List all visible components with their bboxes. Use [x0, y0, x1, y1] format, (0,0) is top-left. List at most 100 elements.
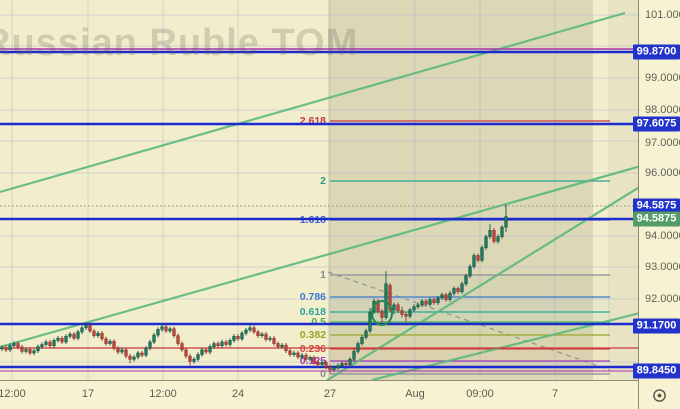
candle-body — [324, 362, 328, 368]
candle-body — [16, 343, 20, 348]
candle-body — [332, 367, 336, 370]
fib-level-label: 0.786 — [300, 291, 326, 303]
candle-body — [424, 300, 428, 305]
candle-body — [232, 336, 236, 341]
chart-canvas[interactable]: 2.61821.61810.7860.6180.50.3820.2360.125… — [0, 0, 639, 381]
candle-body — [412, 306, 416, 311]
candle-body — [144, 347, 148, 356]
green-trendline-upper[interactable] — [0, 11, 626, 194]
candle-body — [340, 363, 344, 366]
candle-body — [48, 341, 52, 347]
candle-body — [60, 337, 64, 343]
green-channel-steep[interactable] — [325, 162, 638, 380]
candle-body — [12, 343, 16, 347]
candle-body — [248, 327, 252, 331]
candle-body — [228, 340, 232, 345]
candle-body — [136, 352, 140, 358]
price-axis-label: 93.0000 — [645, 261, 680, 273]
candle-body — [132, 356, 136, 360]
time-axis[interactable]: 12:00 17 12:00 24 27 Aug 09:00 7 — [0, 381, 639, 409]
candle-body — [452, 288, 456, 294]
price-axis-label: 98.0000 — [645, 104, 680, 116]
candle-body — [272, 337, 276, 344]
candle-body — [84, 325, 88, 329]
candle-body — [112, 341, 116, 349]
candle-body — [348, 358, 352, 365]
candle-body — [236, 336, 240, 340]
candle-body — [24, 349, 28, 352]
candle-body — [100, 332, 104, 340]
candle-body — [224, 341, 228, 345]
time-axis-label: 09:00 — [466, 388, 494, 400]
candle-body — [276, 343, 280, 347]
time-axis-label: 27 — [323, 388, 337, 400]
price-axis[interactable]: 101.0000 99.0000 98.0000 97.0000 96.0000 94.0… — [633, 0, 680, 380]
dashed-trendline[interactable] — [327, 271, 611, 371]
candle-body — [108, 341, 112, 344]
candle-body — [28, 349, 32, 354]
price-line-badge: 97.6075 — [633, 116, 680, 132]
candle-body — [368, 311, 372, 332]
time-axis-label: 17 — [81, 388, 95, 400]
candle-body — [336, 365, 340, 369]
candle-body — [40, 344, 44, 347]
candle-body — [200, 349, 204, 355]
ellipse-annotation[interactable] — [371, 300, 393, 326]
candle-body — [204, 349, 208, 353]
price-axis-label: 101.0000 — [645, 9, 680, 21]
fib-band — [330, 335, 610, 349]
candle-body — [96, 332, 100, 336]
candle-body — [464, 275, 468, 285]
chart-plot-svg[interactable]: 2.61821.61810.7860.6180.50.3820.2360.125… — [0, 0, 638, 380]
time-axis-label: 24 — [231, 388, 245, 400]
candle-body — [416, 304, 420, 308]
price-line-badge: 91.1700 — [633, 318, 680, 334]
candle-body — [428, 299, 432, 305]
candle-body — [352, 351, 356, 360]
candle-body — [444, 294, 448, 300]
candle-body — [152, 334, 156, 343]
candle-body — [496, 236, 500, 242]
candle-body — [488, 230, 492, 237]
candle-body — [88, 325, 92, 332]
axis-settings-icon[interactable] — [652, 388, 667, 403]
candle-body — [364, 330, 368, 338]
candle-body — [4, 347, 8, 351]
candle-body — [468, 266, 472, 277]
candle-body — [356, 343, 360, 352]
time-axis-label: Aug — [405, 388, 425, 400]
candle-body — [284, 344, 288, 352]
axis-settings-corner[interactable] — [639, 381, 680, 409]
candle-body — [172, 328, 176, 336]
candle-body — [252, 327, 256, 333]
candle-body — [484, 236, 488, 248]
candle-body — [8, 345, 12, 351]
candle-body — [504, 216, 508, 228]
candle-body — [0, 347, 4, 350]
price-line-badge: 99.8700 — [633, 44, 680, 60]
green-trendline-long[interactable] — [0, 155, 638, 349]
candle-body — [500, 226, 504, 237]
candle-body — [436, 297, 440, 303]
candle-body — [52, 340, 56, 347]
fib-level-label: 0.5 — [311, 316, 326, 328]
candle-body — [392, 304, 396, 311]
candle-body — [320, 362, 324, 365]
time-axis-label: 12:00 — [0, 388, 26, 400]
candlestick-series — [0, 204, 508, 374]
candle-body — [168, 328, 172, 332]
candle-body — [176, 335, 180, 344]
candle-body — [76, 331, 80, 339]
candle-body — [64, 336, 68, 343]
fib-band — [330, 312, 610, 322]
candle-body — [216, 343, 220, 347]
candle-body — [380, 310, 384, 318]
candle-body — [268, 337, 272, 340]
candle-body — [292, 352, 296, 355]
price-axis-label: 94.0000 — [645, 230, 680, 242]
candle-body — [308, 357, 312, 360]
fib-band — [330, 275, 610, 297]
candle-body — [156, 329, 160, 336]
candle-body — [92, 330, 96, 336]
fib-level-label: 1 — [320, 269, 326, 281]
